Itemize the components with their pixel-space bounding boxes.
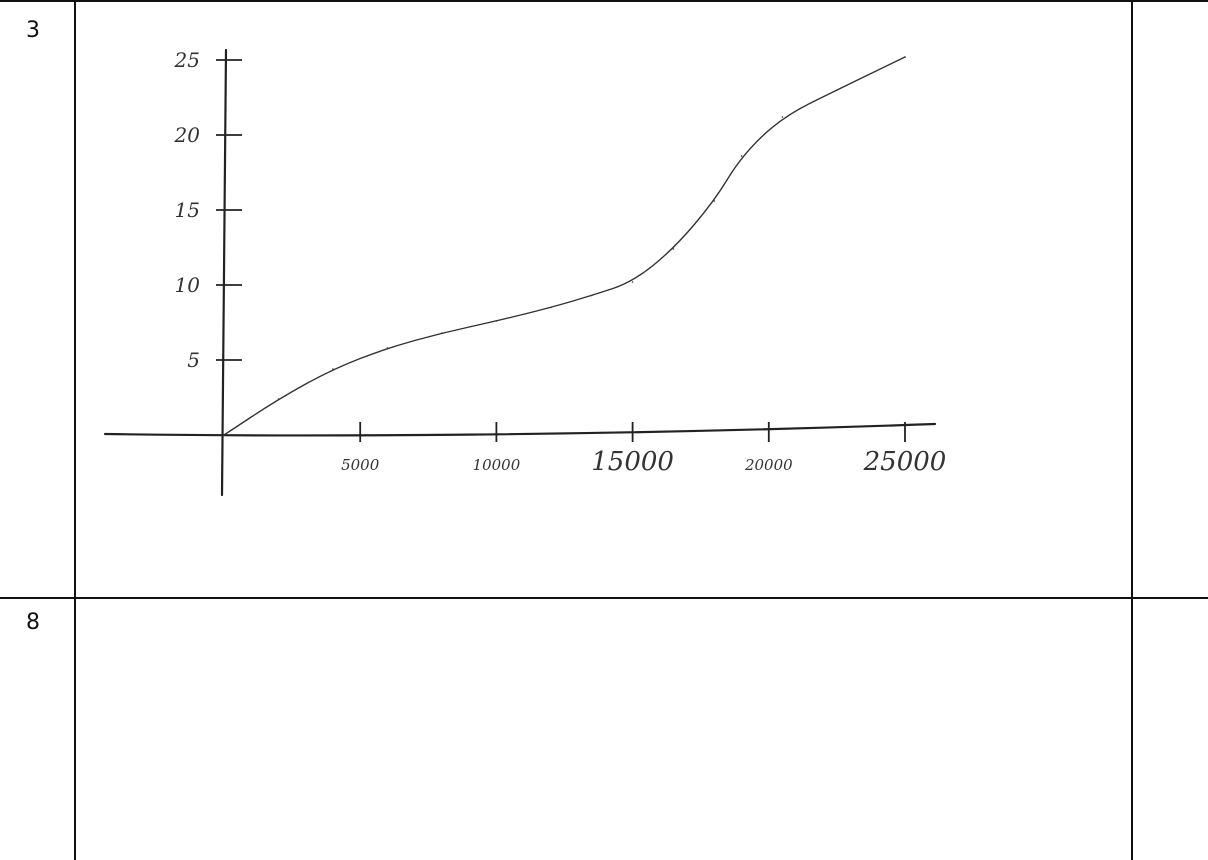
data-point (550, 306, 552, 309)
data-series-line (223, 56, 906, 436)
y-tick-label: 25 (174, 48, 200, 72)
y-axis-line (220, 48, 228, 497)
data-point (781, 116, 784, 118)
x-axis-line (103, 422, 937, 437)
x-tick-label: 25000 (863, 447, 947, 477)
data-point (223, 434, 225, 436)
x-tick-label: 15000 (591, 447, 674, 477)
data-point (740, 155, 743, 157)
data-point (631, 281, 634, 283)
data-point (277, 398, 280, 400)
x-tick-label: 10000 (473, 456, 521, 474)
y-tick-label: 20 (174, 123, 201, 147)
y-tick-label: 10 (175, 273, 201, 297)
data-point (386, 347, 389, 349)
row-number-2: 8 (26, 610, 40, 635)
data-point (904, 56, 906, 58)
table-row-divider (0, 597, 1208, 599)
data-point (672, 248, 675, 250)
y-tick-label: 15 (175, 198, 200, 222)
x-tick-label: 20000 (744, 456, 793, 474)
data-point (836, 89, 838, 91)
y-tick-label: 5 (187, 348, 200, 372)
data-point (713, 200, 716, 202)
x-tick-label: 5000 (341, 456, 380, 474)
table-column-divider-right (1131, 0, 1133, 860)
row-number-1: 3 (26, 18, 40, 43)
data-point (441, 332, 443, 334)
table-top-border (0, 0, 1208, 2)
data-point (495, 320, 498, 322)
data-point (332, 368, 334, 370)
data-point (590, 294, 593, 297)
table-column-divider-left (74, 0, 76, 860)
